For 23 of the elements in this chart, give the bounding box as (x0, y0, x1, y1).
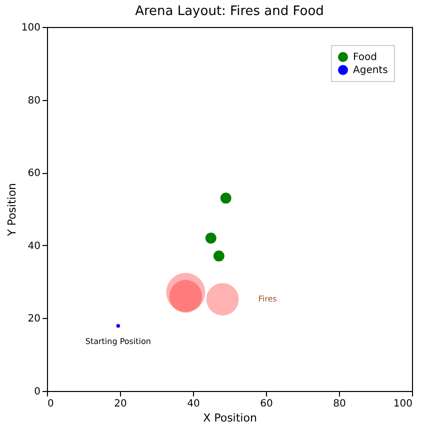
legend-label: Food (353, 52, 377, 63)
x-tick-label: 20 (114, 398, 127, 410)
point (220, 192, 232, 204)
x-tick-label: 80 (333, 398, 346, 410)
point (213, 250, 224, 262)
y-axis-title: Y Position (5, 182, 18, 238)
x-tick-label: 40 (187, 398, 200, 410)
y-tick-label: 100 (21, 22, 40, 34)
y-tick-label: 60 (28, 168, 40, 180)
y-tick-label: 40 (28, 240, 40, 252)
point (205, 232, 216, 244)
chart-title: Arena Layout: Fires and Food (135, 4, 324, 19)
annotation: Starting Position (85, 336, 151, 346)
x-axis-title: X Position (203, 412, 257, 424)
annotation: Fires (258, 294, 277, 304)
x-tick-label: 0 (48, 398, 54, 410)
y-tick-label: 0 (34, 386, 40, 398)
x-tick-label: 60 (260, 398, 273, 410)
x-tick-label: 100 (393, 398, 412, 410)
point (116, 324, 120, 328)
y-tick-label: 20 (28, 314, 40, 325)
y-tick-label: 80 (28, 95, 40, 106)
legend-label: Agents (353, 65, 388, 76)
